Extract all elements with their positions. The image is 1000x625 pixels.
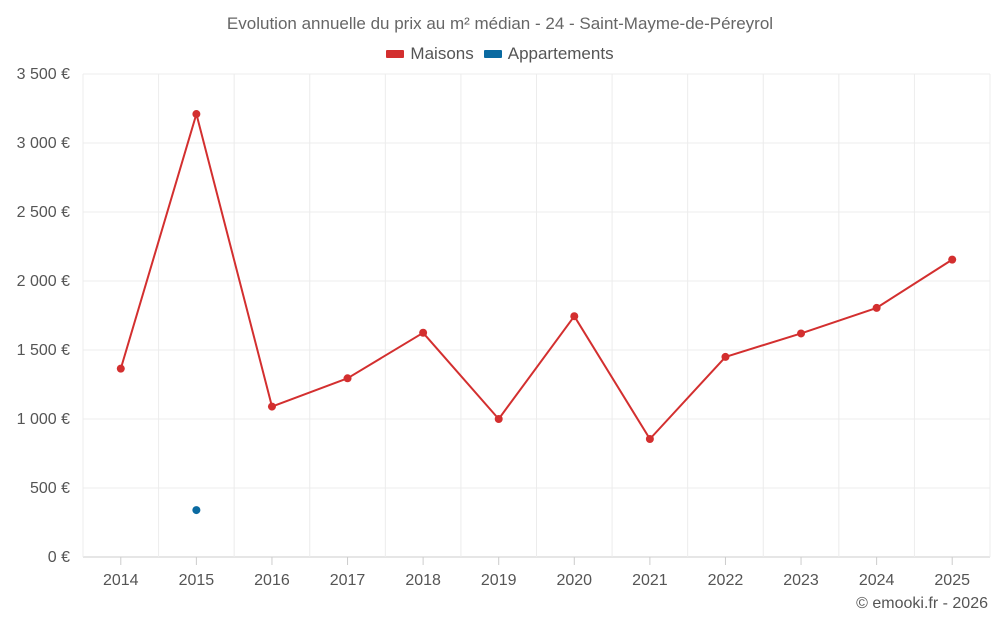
y-tick-label: 500 € (30, 480, 70, 497)
data-point-maisons (116, 364, 125, 373)
legend-swatch-maisons (386, 50, 405, 58)
y-tick-label: 3 000 € (17, 135, 70, 152)
x-tick-label: 2014 (103, 572, 139, 589)
x-tick-label: 2017 (330, 572, 366, 589)
legend-item-appartements[interactable]: Appartements (483, 44, 614, 64)
legend-label-appartements: Appartements (507, 44, 614, 63)
data-point-maisons (645, 435, 654, 444)
data-point-maisons (570, 312, 579, 321)
y-tick-label: 3 500 € (17, 66, 70, 83)
y-tick-label: 0 € (48, 549, 70, 566)
chart-title: Evolution annuelle du prix au m² médian … (226, 14, 774, 33)
legend-swatch-appartements (483, 50, 502, 58)
data-point-maisons (419, 328, 428, 337)
x-tick-label: 2022 (708, 572, 744, 589)
x-tick-label: 2015 (179, 572, 215, 589)
data-point-maisons (267, 402, 276, 411)
series-line-maisons (119, 113, 953, 440)
y-tick-label: 2 000 € (17, 273, 70, 290)
data-point-appartements (192, 506, 201, 515)
x-tick-label: 2025 (934, 572, 970, 589)
y-tick-label: 2 500 € (17, 204, 70, 221)
x-tick-label: 2024 (859, 572, 895, 589)
data-point-maisons (721, 352, 730, 361)
chart-legend: Maisons Appartements (0, 44, 1000, 64)
x-tick-label: 2018 (405, 572, 441, 589)
x-tick-label: 2016 (254, 572, 290, 589)
legend-label-maisons: Maisons (410, 44, 474, 63)
data-point-maisons (872, 303, 881, 312)
x-tick-label: 2019 (481, 572, 517, 589)
data-point-maisons (343, 374, 352, 383)
y-tick-label: 1 000 € (17, 411, 70, 428)
y-tick-label: 1 500 € (17, 342, 70, 359)
x-tick-label: 2021 (632, 572, 668, 589)
legend-item-maisons[interactable]: Maisons (386, 44, 474, 64)
data-point-maisons (948, 255, 957, 264)
credit-text: © emooki.fr - 2026 (856, 595, 988, 612)
x-tick-label: 2020 (556, 572, 592, 589)
data-point-maisons (494, 415, 503, 423)
data-point-maisons (797, 329, 806, 338)
x-tick-label: 2023 (783, 572, 819, 589)
data-point-maisons (192, 110, 201, 119)
